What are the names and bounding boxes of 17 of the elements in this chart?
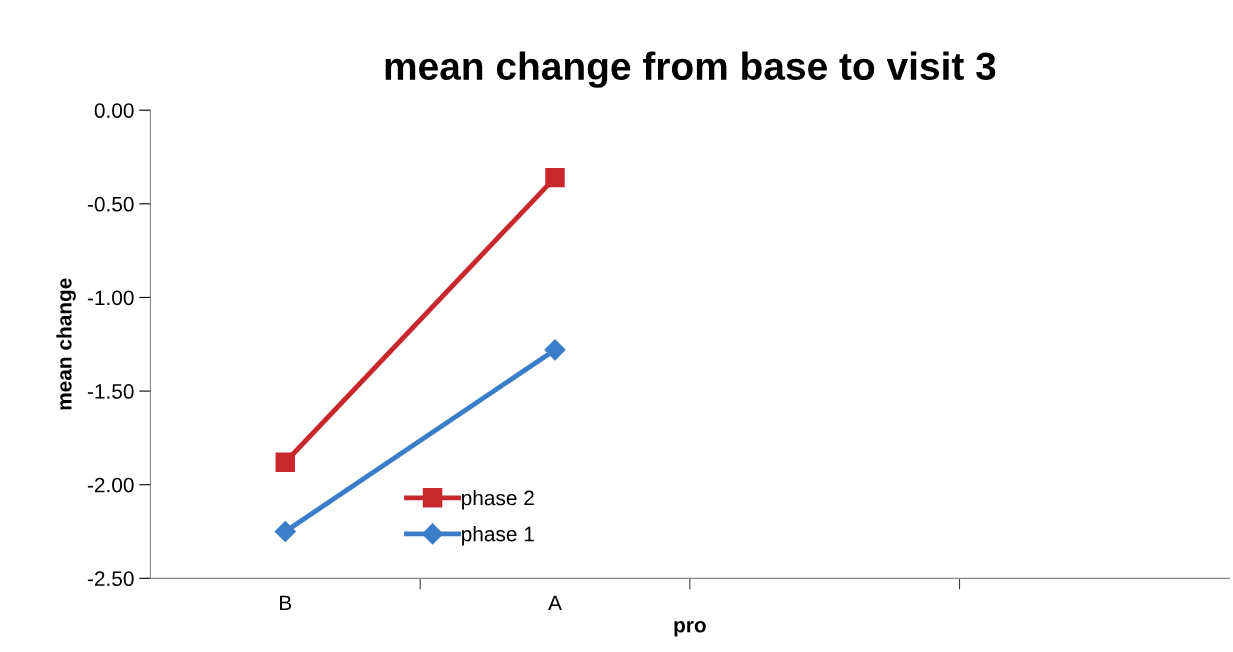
x-axis-title: pro — [674, 621, 706, 637]
x-tick-label: A — [548, 595, 562, 611]
y-tick-label: -0.50 — [87, 196, 134, 212]
y-tick-label: -2.50 — [87, 571, 134, 587]
point — [544, 339, 566, 361]
point — [275, 452, 296, 472]
chart-title: mean change from base to visit 3 — [385, 51, 996, 88]
x-tick-label: B — [280, 595, 292, 611]
y-axis-title: mean change — [56, 278, 76, 410]
legend-label: phase 2 — [462, 490, 534, 510]
legend-label: phase 1 — [462, 526, 534, 546]
y-tick-label: -1.50 — [87, 384, 134, 399]
point — [274, 520, 296, 543]
y-tick-label: -1.00 — [87, 290, 134, 306]
y-tick-label: -2.00 — [87, 477, 134, 493]
y-tick-label: 0.00 — [94, 103, 134, 118]
point — [545, 167, 565, 188]
